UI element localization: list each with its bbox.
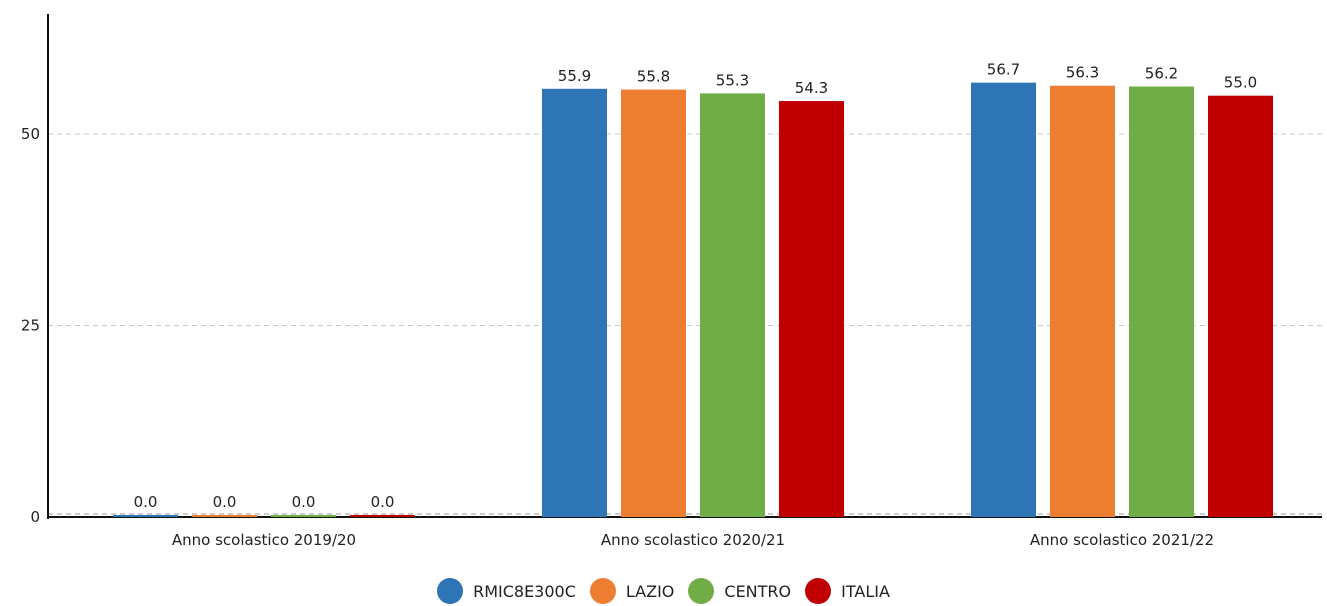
legend-label: CENTRO <box>724 581 792 601</box>
data-label: 0.0 <box>134 493 158 511</box>
legend-label: ITALIA <box>841 581 890 601</box>
data-label: 55.0 <box>1224 74 1257 92</box>
bar <box>192 515 257 517</box>
bars <box>113 82 1273 518</box>
bar <box>113 515 178 517</box>
bar <box>1129 86 1194 518</box>
bar <box>1208 95 1273 517</box>
data-label: 0.0 <box>213 493 237 511</box>
bar <box>700 93 765 517</box>
legend-swatch-icon <box>805 578 832 604</box>
data-label: 0.0 <box>292 493 316 511</box>
data-label: 0.0 <box>371 493 395 511</box>
data-label: 55.9 <box>558 67 591 85</box>
legend-item[interactable]: LAZIO <box>589 578 675 604</box>
legend-swatch-icon <box>688 578 715 604</box>
legend-swatch-icon <box>589 578 616 604</box>
data-label: 55.3 <box>716 71 749 89</box>
data-label: 56.3 <box>1066 64 1099 82</box>
data-label: 56.2 <box>1145 65 1178 83</box>
bar <box>1050 85 1115 517</box>
bar <box>971 82 1036 517</box>
bar <box>621 89 686 518</box>
legend-label: LAZIO <box>625 581 675 601</box>
data-label: 54.3 <box>795 79 828 97</box>
legend-swatch-icon <box>437 578 464 604</box>
x-tick-label: Anno scolastico 2019/20 <box>172 531 356 549</box>
y-tick-label: 25 <box>21 317 40 335</box>
bar <box>779 101 844 517</box>
labels: 0 25 50 0.0 0.0 0.0 0.0 Anno scolastico 2019/20… <box>21 61 1257 549</box>
legend-item[interactable]: ITALIA <box>805 578 890 604</box>
bar <box>271 515 336 517</box>
legend-label: RMIC8E300C <box>473 581 576 601</box>
data-label: 56.7 <box>987 61 1020 79</box>
x-tick-label: Anno scolastico 2021/22 <box>1030 531 1214 549</box>
y-tick-label: 50 <box>21 125 40 143</box>
legend-item[interactable]: RMIC8E300C <box>437 578 576 604</box>
bar-chart: 0 25 50 0.0 0.0 0.0 0.0 Anno scolastico 2019/20… <box>21 14 1322 549</box>
legend: RMIC8E300C LAZIO CENTRO ITALIA <box>0 578 1327 604</box>
data-label: 55.8 <box>637 68 670 86</box>
bar <box>350 515 415 517</box>
y-tick-label: 0 <box>30 508 40 526</box>
bar <box>542 88 607 517</box>
legend-item[interactable]: CENTRO <box>688 578 791 604</box>
x-tick-label: Anno scolastico 2020/21 <box>601 531 785 549</box>
